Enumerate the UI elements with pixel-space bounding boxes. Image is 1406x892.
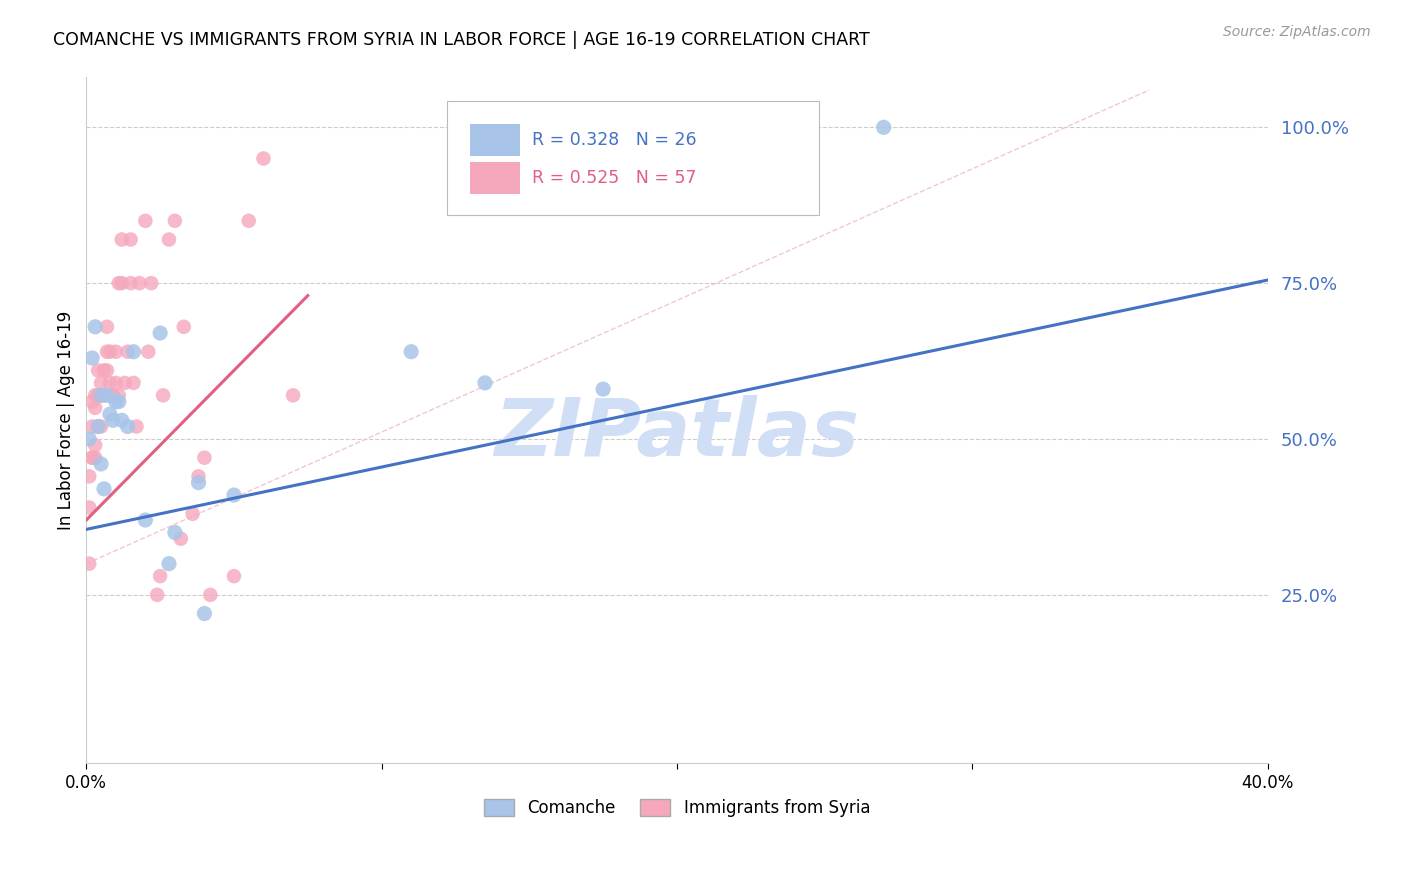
Point xyxy=(87,419,110,434)
Point xyxy=(90,388,112,402)
Point xyxy=(163,525,186,540)
Point xyxy=(93,388,115,402)
Point xyxy=(281,388,304,402)
Point xyxy=(107,276,129,290)
Point xyxy=(173,319,195,334)
Point xyxy=(222,569,245,583)
Point xyxy=(107,394,129,409)
FancyBboxPatch shape xyxy=(470,124,520,155)
Point xyxy=(122,344,145,359)
Point xyxy=(90,388,112,402)
Text: R = 0.328   N = 26: R = 0.328 N = 26 xyxy=(531,131,696,149)
Point xyxy=(84,388,107,402)
Point xyxy=(90,419,112,434)
Y-axis label: In Labor Force | Age 16-19: In Labor Force | Age 16-19 xyxy=(58,310,75,530)
Point xyxy=(134,513,156,527)
Text: ZIPatlas: ZIPatlas xyxy=(495,395,859,473)
Point xyxy=(107,388,129,402)
Point xyxy=(84,401,107,415)
Point xyxy=(87,363,110,377)
Point xyxy=(104,376,127,390)
Point xyxy=(84,319,107,334)
Point xyxy=(87,388,110,402)
Point xyxy=(104,394,127,409)
Point xyxy=(149,326,172,340)
Point xyxy=(84,438,107,452)
Point xyxy=(82,450,104,465)
Text: COMANCHE VS IMMIGRANTS FROM SYRIA IN LABOR FORCE | AGE 16-19 CORRELATION CHART: COMANCHE VS IMMIGRANTS FROM SYRIA IN LAB… xyxy=(53,31,870,49)
Point xyxy=(152,388,174,402)
Point xyxy=(163,214,186,228)
Point xyxy=(84,450,107,465)
Point xyxy=(125,419,148,434)
Point xyxy=(252,152,274,166)
Point xyxy=(187,469,209,483)
Point xyxy=(873,120,896,135)
Point xyxy=(82,351,104,365)
Point xyxy=(101,388,124,402)
Point xyxy=(93,482,115,496)
Point xyxy=(77,469,100,483)
Point xyxy=(96,319,118,334)
Point xyxy=(170,532,193,546)
Point xyxy=(77,500,100,515)
Point xyxy=(101,413,124,427)
Point xyxy=(87,419,110,434)
Text: R = 0.525   N = 57: R = 0.525 N = 57 xyxy=(531,169,696,187)
Point xyxy=(90,457,112,471)
Text: Source: ZipAtlas.com: Source: ZipAtlas.com xyxy=(1223,25,1371,39)
Point xyxy=(238,214,260,228)
Point xyxy=(141,276,163,290)
Point xyxy=(96,388,118,402)
Point xyxy=(474,376,496,390)
Point xyxy=(82,419,104,434)
Point xyxy=(146,588,169,602)
Point xyxy=(98,376,121,390)
Point xyxy=(157,233,180,247)
Point xyxy=(82,450,104,465)
FancyBboxPatch shape xyxy=(470,162,520,194)
FancyBboxPatch shape xyxy=(447,102,818,215)
Point xyxy=(399,344,422,359)
Point xyxy=(193,607,215,621)
Point xyxy=(193,450,215,465)
Point xyxy=(592,382,614,396)
Point xyxy=(82,394,104,409)
Point xyxy=(181,507,204,521)
Point xyxy=(117,344,139,359)
Point xyxy=(117,419,139,434)
Point xyxy=(101,388,124,402)
Point xyxy=(187,475,209,490)
Legend: Comanche, Immigrants from Syria: Comanche, Immigrants from Syria xyxy=(477,792,877,823)
Point xyxy=(98,344,121,359)
Point xyxy=(120,276,142,290)
Point xyxy=(128,276,150,290)
Point xyxy=(77,557,100,571)
Point xyxy=(222,488,245,502)
Point xyxy=(114,376,136,390)
Point xyxy=(120,233,142,247)
Point xyxy=(157,557,180,571)
Point xyxy=(104,344,127,359)
Point xyxy=(93,363,115,377)
Point xyxy=(111,276,134,290)
Point xyxy=(122,376,145,390)
Point xyxy=(77,432,100,446)
Point xyxy=(149,569,172,583)
Point xyxy=(134,214,156,228)
Point xyxy=(111,233,134,247)
Point xyxy=(90,376,112,390)
Point xyxy=(98,407,121,421)
Point xyxy=(111,413,134,427)
Point xyxy=(200,588,222,602)
Point xyxy=(96,344,118,359)
Point xyxy=(96,363,118,377)
Point xyxy=(136,344,159,359)
